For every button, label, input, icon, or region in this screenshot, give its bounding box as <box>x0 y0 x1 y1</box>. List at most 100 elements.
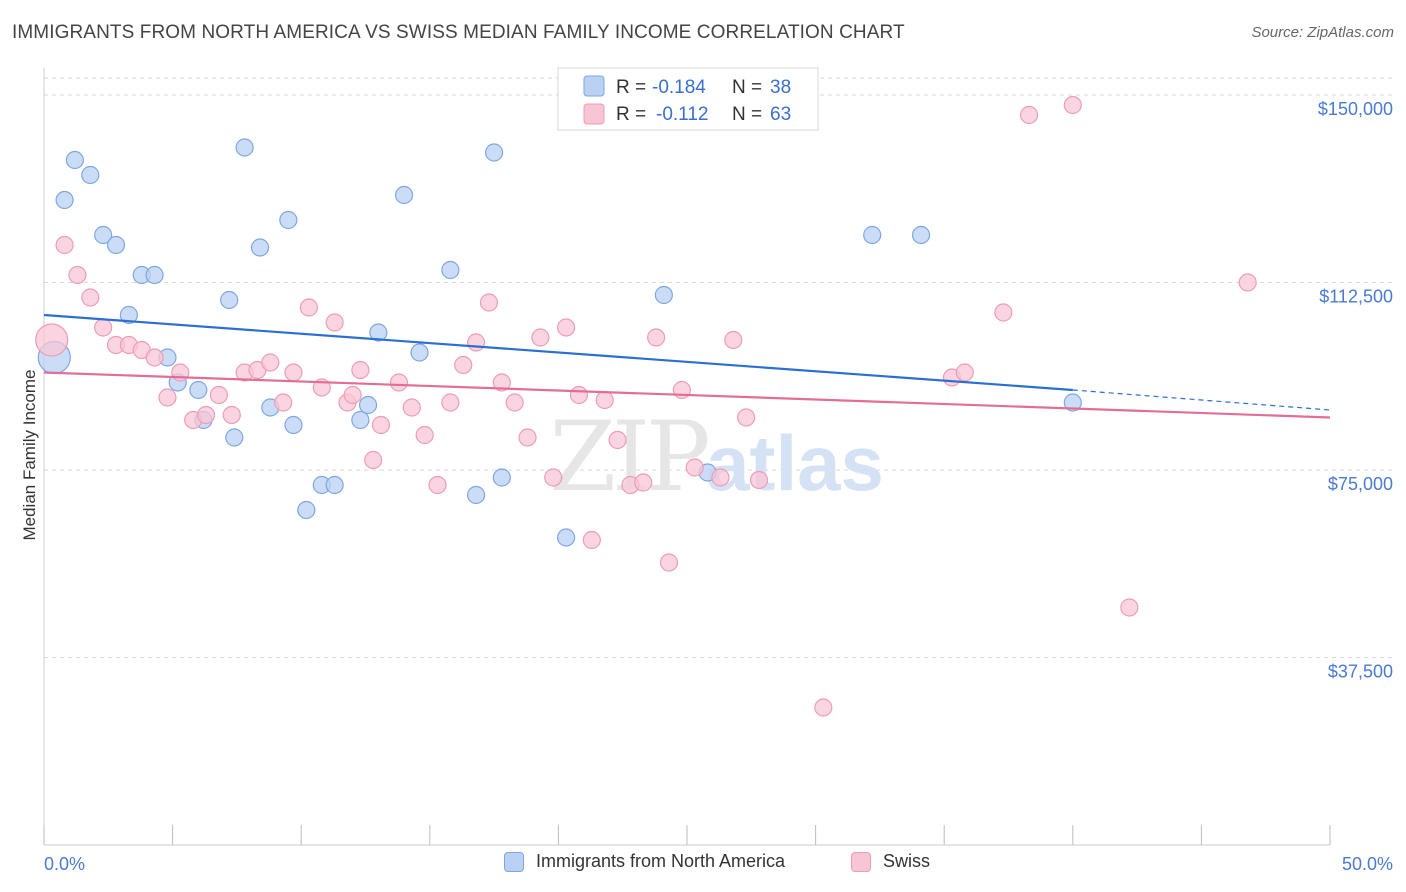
data-point-swiss <box>955 363 974 382</box>
data-point-swiss <box>284 363 303 382</box>
legend-r-label-1: R = <box>616 77 646 98</box>
data-point-north-america <box>358 395 378 415</box>
data-point-swiss <box>544 468 563 487</box>
data-point-swiss <box>1120 598 1139 617</box>
legend-r-value-2: -0.112 <box>656 104 708 125</box>
data-point-north-america <box>394 185 414 205</box>
legend-box: R = -0.184 N = 38 R = -0.112 N = 63 <box>557 67 819 131</box>
legend-n-label-2: N = <box>732 104 762 125</box>
data-point-swiss <box>145 348 164 367</box>
data-point-north-america <box>410 343 429 362</box>
data-point-swiss <box>222 405 241 425</box>
data-point-swiss <box>711 468 730 487</box>
data-point-north-america <box>106 235 126 255</box>
data-point-swiss <box>749 470 769 490</box>
data-point-swiss <box>608 430 627 450</box>
x-tick-label-min: 0.0% <box>44 854 85 874</box>
data-point-swiss <box>569 385 589 405</box>
chart-source: Source: ZipAtlas.com <box>1251 24 1394 41</box>
data-point-swiss <box>518 428 537 447</box>
watermark-zip: ZIP <box>549 401 708 513</box>
data-point-swiss <box>595 390 614 410</box>
data-point-swiss <box>68 265 87 285</box>
data-point-north-america <box>1063 393 1082 412</box>
data-point-swiss <box>415 425 434 445</box>
data-point-swiss <box>492 373 511 392</box>
data-point-north-america <box>65 150 84 170</box>
data-point-swiss <box>55 235 74 255</box>
x-tick-label-max: 50.0% <box>1342 854 1393 874</box>
legend-n-value-1: 38 <box>770 77 791 98</box>
data-point-north-america <box>466 485 486 505</box>
data-point-swiss <box>1238 273 1257 292</box>
data-point-swiss <box>647 328 666 347</box>
data-point-north-america <box>297 500 316 520</box>
data-point-swiss <box>1063 95 1082 115</box>
bottom-legend: Immigrants from North America Swiss <box>0 851 1406 879</box>
watermark: ZIP atlas <box>549 401 884 513</box>
axis-layer: $37,500 $75,000 $112,500 $150,000 0.0% 50.0% <box>43 68 1393 874</box>
data-point-north-america <box>250 238 270 257</box>
legend-swatch-pink <box>583 103 605 125</box>
data-point-swiss <box>35 323 69 357</box>
data-point-swiss <box>81 288 100 307</box>
trend-line-north-america <box>43 313 1073 392</box>
data-point-swiss <box>466 333 486 352</box>
data-point-swiss <box>1019 105 1039 125</box>
data-point-swiss <box>274 393 293 412</box>
data-point-swiss <box>158 388 177 407</box>
data-point-swiss <box>685 458 704 477</box>
data-point-swiss <box>659 553 679 572</box>
data-point-swiss <box>634 473 653 492</box>
data-point-north-america <box>369 323 388 342</box>
trend-layer <box>43 313 1331 419</box>
data-point-swiss <box>479 293 499 312</box>
legend-r-label-2: R = <box>616 104 646 125</box>
data-point-swiss <box>209 385 228 405</box>
legend-swatch-blue <box>583 75 605 97</box>
y-tick-label: $37,500 <box>1328 662 1393 682</box>
data-point-swiss <box>428 475 447 495</box>
data-point-swiss <box>299 298 319 317</box>
data-point-swiss <box>371 415 391 435</box>
data-point-north-america <box>485 143 504 162</box>
legend-n-label-1: N = <box>732 77 762 98</box>
data-point-north-america <box>145 265 164 285</box>
bottom-legend-item-pink[interactable]: Swiss <box>851 851 930 872</box>
trend-line-swiss <box>43 371 1331 419</box>
data-point-north-america <box>279 210 298 230</box>
data-point-north-america <box>325 475 344 495</box>
y-tick-label: $112,500 <box>1319 287 1393 307</box>
data-point-north-america <box>225 428 244 447</box>
watermark-atlas: atlas <box>706 419 884 507</box>
data-point-north-america <box>94 225 113 245</box>
data-point-north-america <box>557 528 576 547</box>
legend-r-value-1: -0.184 <box>652 77 706 98</box>
data-point-north-america <box>863 225 882 245</box>
points-layer <box>35 95 1257 717</box>
data-point-swiss <box>557 318 576 337</box>
data-point-swiss <box>994 303 1013 322</box>
chart-title: IMMIGRANTS FROM NORTH AMERICA VS SWISS M… <box>12 22 905 43</box>
y-tick-label: $150,000 <box>1318 99 1393 119</box>
data-point-north-america <box>351 410 370 430</box>
data-point-swiss <box>261 353 280 372</box>
data-point-swiss <box>389 373 409 392</box>
legend-swatch-icon <box>851 851 871 872</box>
data-point-north-america <box>911 225 931 245</box>
data-point-swiss <box>582 530 601 550</box>
data-point-swiss <box>402 398 421 417</box>
data-point-north-america <box>55 190 74 210</box>
data-point-swiss <box>814 698 833 717</box>
data-point-north-america <box>284 415 303 435</box>
data-point-north-america <box>81 165 100 185</box>
data-point-north-america <box>119 305 138 325</box>
data-point-swiss <box>441 393 460 412</box>
bottom-legend-item-blue[interactable]: Immigrants from North America <box>504 851 785 872</box>
data-point-north-america <box>235 138 254 157</box>
bottom-legend-label: Immigrants from North America <box>536 851 786 871</box>
data-point-swiss <box>531 328 550 347</box>
data-point-north-america <box>189 380 208 400</box>
data-point-swiss <box>94 318 113 337</box>
